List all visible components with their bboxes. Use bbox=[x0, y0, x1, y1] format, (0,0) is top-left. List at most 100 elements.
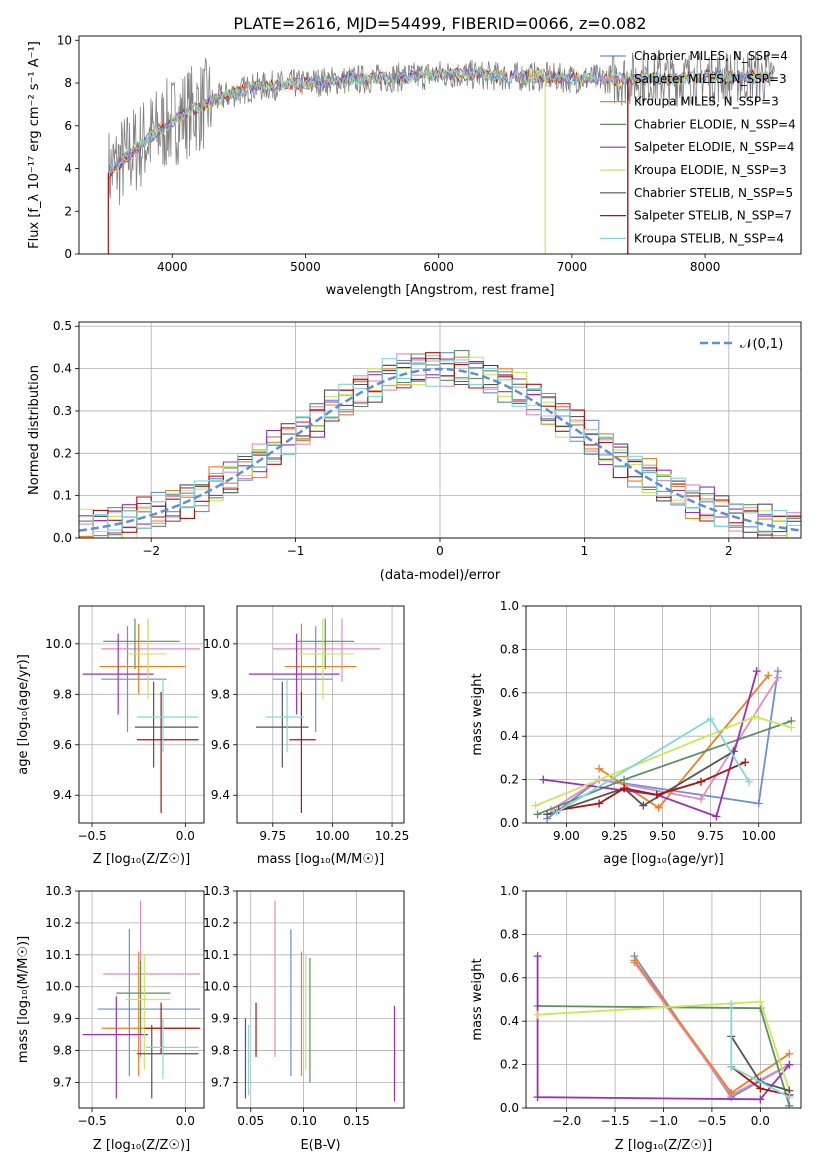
grid-lines bbox=[526, 890, 801, 1109]
histogram-step-line bbox=[79, 358, 801, 538]
y-tick-label: 10.0 bbox=[45, 637, 72, 651]
data-point-marker bbox=[785, 1101, 794, 1108]
axes-frame bbox=[236, 890, 405, 1109]
x-tick-label: 6000 bbox=[423, 260, 454, 274]
data-point-marker bbox=[741, 758, 750, 767]
data-point-marker bbox=[727, 1088, 736, 1097]
normal-distribution-curve bbox=[79, 367, 801, 532]
x-tick-label: 0.10 bbox=[290, 1114, 317, 1128]
y-axis-label: mass weight bbox=[470, 673, 485, 755]
data-point-marker bbox=[785, 1060, 794, 1069]
mass-weight-line bbox=[543, 670, 758, 818]
x-tick-label: −1.0 bbox=[649, 1114, 678, 1128]
x-axis-label: age [log₁₀(age/yr)] bbox=[603, 852, 724, 867]
y-tick-label: 10.1 bbox=[203, 948, 230, 962]
y-tick-label: 0.2 bbox=[53, 446, 72, 460]
data-point-marker bbox=[787, 723, 796, 732]
data-point-marker bbox=[727, 999, 736, 1008]
y-tick-label: 9.6 bbox=[53, 738, 72, 752]
x-tick-label: 7000 bbox=[557, 260, 588, 274]
data-point-marker bbox=[785, 1049, 794, 1058]
data-point-marker bbox=[543, 810, 552, 819]
x-tick-label: 0.0 bbox=[751, 1114, 770, 1128]
y-tick-label: 0 bbox=[64, 247, 72, 261]
plot-area bbox=[82, 618, 201, 813]
y-tick-label: 9.8 bbox=[211, 687, 230, 701]
y-tick-label: 1.0 bbox=[500, 599, 519, 613]
y-tick-label: 0.6 bbox=[500, 686, 519, 700]
x-axis-label: Z [log₁₀(Z/Z☉)] bbox=[93, 1138, 190, 1153]
y-axis-label: Flux [f_λ 10⁻¹⁷ erg cm⁻² s⁻¹ A⁻¹] bbox=[27, 41, 42, 249]
x-tick-label: −0.5 bbox=[77, 1114, 106, 1128]
y-axis-label: mass [log₁₀(M/M☉)] bbox=[16, 936, 31, 1063]
legend-label: Kroupa MILES, N_SSP=3 bbox=[634, 95, 779, 109]
y-tick-label: 0.0 bbox=[500, 1101, 519, 1115]
y-axis-label: Normed distribution bbox=[27, 365, 42, 495]
axes-frame bbox=[78, 605, 205, 824]
grid-lines bbox=[237, 890, 404, 1108]
x-tick-label: −1.5 bbox=[601, 1114, 630, 1128]
x-axis-label: mass [log₁₀(M/M☉)] bbox=[257, 852, 384, 867]
axes-frame bbox=[236, 605, 405, 824]
y-tick-label: 9.9 bbox=[211, 1012, 230, 1026]
y-tick-label: 6 bbox=[64, 119, 72, 133]
axes-frame bbox=[525, 605, 802, 824]
y-tick-label: 10.3 bbox=[45, 884, 72, 898]
x-tick-label: 5000 bbox=[290, 260, 321, 274]
grid-lines bbox=[79, 606, 204, 823]
age-vs-metallicity-panel: −0.5 0.0 9.4 9.6 9.8 10.0 Z [log₁₀(Z/Z☉)] age [… bbox=[16, 605, 205, 867]
y-tick-label: 2 bbox=[64, 204, 72, 218]
y-axis-label: mass weight bbox=[470, 958, 485, 1040]
y-tick-label: 0.1 bbox=[53, 489, 72, 503]
legend-label: Chabrier MILES, N_SSP=4 bbox=[634, 49, 788, 63]
data-point-marker bbox=[654, 803, 663, 812]
x-axis-label: Z [log₁₀(Z/Z☉)] bbox=[93, 852, 190, 867]
data-point-marker bbox=[706, 714, 715, 723]
legend-label: Chabrier STELIB, N_SSP=5 bbox=[634, 186, 793, 200]
y-tick-label: 10 bbox=[57, 33, 72, 47]
legend-label: 𝒩(0,1) bbox=[740, 337, 783, 352]
y-tick-label: 0.0 bbox=[53, 531, 72, 545]
x-tick-label: 9.25 bbox=[601, 829, 628, 843]
y-tick-label: 10.2 bbox=[203, 916, 230, 930]
x-tick-label: −0.5 bbox=[77, 829, 106, 843]
data-point-marker bbox=[756, 1095, 765, 1104]
weight-vs-metallicity-panel: −2.0 −1.5 −1.0 −0.5 0.0 0.0 0.2 0.4 0.6 0.8 1.0 Z [… bbox=[470, 884, 802, 1153]
data-point-marker bbox=[539, 775, 548, 784]
x-axis-label: (data-model)/error bbox=[380, 568, 501, 583]
y-tick-label: 0.0 bbox=[500, 816, 519, 830]
x-tick-label: 0.0 bbox=[176, 829, 195, 843]
y-tick-label: 0.3 bbox=[53, 404, 72, 418]
weight-vs-age-panel: 9.00 9.25 9.50 9.75 10.00 0.0 0.2 0.4 0.6 0.8 1.0 a… bbox=[470, 599, 802, 867]
data-point-marker bbox=[620, 784, 629, 793]
y-tick-label: 0.8 bbox=[500, 642, 519, 656]
x-tick-label: 4000 bbox=[157, 260, 188, 274]
x-tick-label: 1 bbox=[581, 544, 589, 558]
y-tick-label: 10.0 bbox=[203, 980, 230, 994]
x-tick-label: −2 bbox=[142, 544, 160, 558]
y-tick-label: 10.0 bbox=[203, 637, 230, 651]
legend-label: Kroupa STELIB, N_SSP=4 bbox=[634, 231, 784, 245]
axes-frame bbox=[525, 890, 802, 1109]
model-spectrum-line bbox=[107, 67, 774, 180]
y-tick-label: 10.3 bbox=[203, 884, 230, 898]
x-tick-label: −2.0 bbox=[552, 1114, 581, 1128]
data-point-marker bbox=[630, 956, 639, 965]
data-point-marker bbox=[756, 1084, 765, 1093]
x-tick-label: 9.00 bbox=[553, 829, 580, 843]
data-point-marker bbox=[697, 777, 705, 786]
data-point-marker bbox=[750, 712, 759, 721]
data-point-marker bbox=[533, 810, 542, 819]
y-tick-label: 9.9 bbox=[53, 1012, 72, 1026]
plot-area bbox=[248, 618, 381, 813]
axes-frame bbox=[78, 890, 205, 1109]
y-tick-label: 0.4 bbox=[500, 1014, 519, 1028]
y-tick-label: 10.2 bbox=[45, 916, 72, 930]
data-point-marker bbox=[531, 801, 540, 810]
y-tick-label: 10.0 bbox=[45, 980, 72, 994]
spectrum-panel: 4000 5000 6000 7000 8000 0 2 4 6 8 10 wavelength [A… bbox=[27, 33, 802, 298]
data-point-marker bbox=[697, 795, 705, 804]
y-tick-label: 0.5 bbox=[53, 319, 72, 333]
x-tick-label: 9.75 bbox=[697, 829, 724, 843]
y-tick-label: 0.4 bbox=[53, 362, 72, 376]
